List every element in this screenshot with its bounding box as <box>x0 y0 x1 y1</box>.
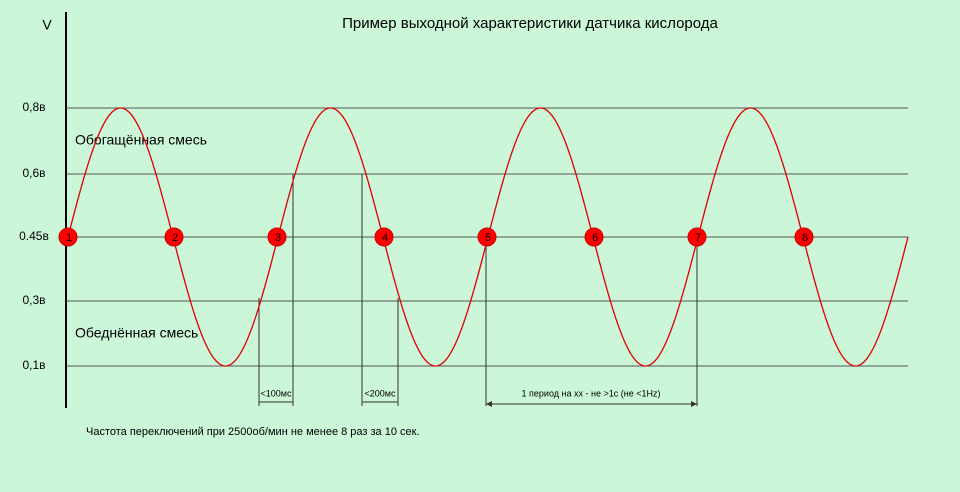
point-label: 3 <box>275 232 281 244</box>
point-label: 1 <box>66 232 72 244</box>
y-label: 0,8в <box>22 100 45 114</box>
point-marker <box>477 227 497 247</box>
point-label: 6 <box>592 232 598 244</box>
title: Пример выходной характеристики датчика к… <box>342 15 718 32</box>
point-marker <box>687 227 707 247</box>
y-label: 0,3в <box>22 293 45 307</box>
y-label: 0.45в <box>19 229 49 243</box>
axis-unit: V <box>42 17 52 33</box>
interval-lines <box>258 174 698 407</box>
point-marker <box>374 227 394 247</box>
interval-label: 1 период на хх - не >1с (не <1Hz) <box>522 388 661 398</box>
interval-label: <200мс <box>365 388 396 398</box>
grid: 0,8в 0,6в 0.45в 0,3в 0,1в <box>19 100 908 372</box>
point-label: 7 <box>695 232 701 244</box>
zone-rich: Обогащённая смесь <box>75 132 207 148</box>
footnote: Частота переключений при 2500об/мин не м… <box>86 426 420 438</box>
point-label: 4 <box>382 232 388 244</box>
y-label: 0,6в <box>22 166 45 180</box>
point-marker <box>58 227 78 247</box>
markers: 1 2 3 4 5 6 7 8 <box>58 227 814 247</box>
point-marker <box>267 227 287 247</box>
point-label: 8 <box>802 232 808 244</box>
point-marker <box>794 227 814 247</box>
zone-lean: Обеднённая смесь <box>75 325 198 341</box>
y-label: 0,1в <box>22 358 45 372</box>
point-marker <box>164 227 184 247</box>
point-label: 2 <box>172 232 178 244</box>
point-marker <box>584 227 604 247</box>
interval-label: <100мс <box>261 388 292 398</box>
point-label: 5 <box>485 232 491 244</box>
